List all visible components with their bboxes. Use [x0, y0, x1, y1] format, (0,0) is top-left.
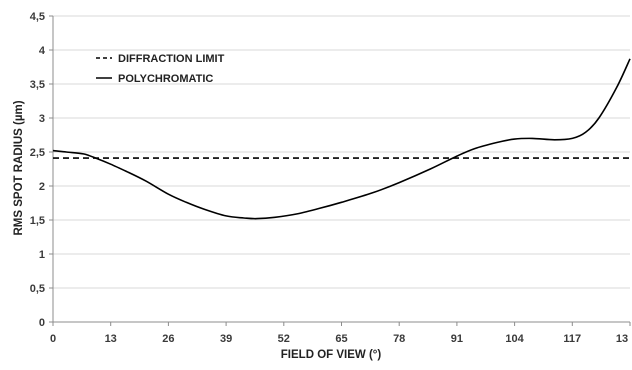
x-axis-title: FIELD OF VIEW (°) [281, 349, 382, 361]
y-tick-label: 3,5 [30, 79, 45, 91]
y-tick-label: 0,5 [30, 283, 45, 295]
y-tick-label: 4 [39, 45, 46, 57]
x-tick-label: 104 [505, 333, 524, 345]
x-tick-label: 91 [451, 333, 463, 345]
y-tick-label: 4,5 [30, 11, 45, 23]
y-tick-label: 1 [39, 249, 45, 261]
y-tick-label: 2,5 [30, 147, 45, 159]
axes [49, 15, 631, 326]
tick-labels: 0 0,5 1 1,5 2 2,5 3 3,5 4 4,5 0 13 26 39 52 65 78 91 104 11… [30, 11, 628, 345]
x-tick-label: 26 [162, 333, 174, 345]
legend-label-polychromatic: POLYCHROMATIC [118, 73, 213, 85]
y-axis-title: RMS SPOT RADIUS (µm) [13, 100, 25, 235]
series [52, 58, 631, 220]
x-tick-label: 13 [105, 333, 117, 345]
y-tick-label: 0 [39, 317, 45, 329]
legend: DIFFRACTION LIMIT POLYCHROMATIC [96, 53, 225, 85]
x-tick-label: 39 [220, 333, 232, 345]
legend-label-diffraction-limit: DIFFRACTION LIMIT [118, 53, 225, 65]
x-tick-label: 78 [393, 333, 405, 345]
x-tick-label: 0 [50, 333, 56, 345]
x-tick-label: 13 [616, 333, 628, 345]
y-tick-label: 2 [39, 181, 45, 193]
y-tick-label: 3 [39, 113, 45, 125]
gridlines [53, 15, 630, 289]
x-tick-label: 117 [563, 333, 581, 345]
y-tick-label: 1,5 [30, 215, 45, 227]
x-tick-label: 52 [278, 333, 290, 345]
x-tick-label: 65 [335, 333, 347, 345]
series-line-polychromatic [52, 58, 631, 220]
